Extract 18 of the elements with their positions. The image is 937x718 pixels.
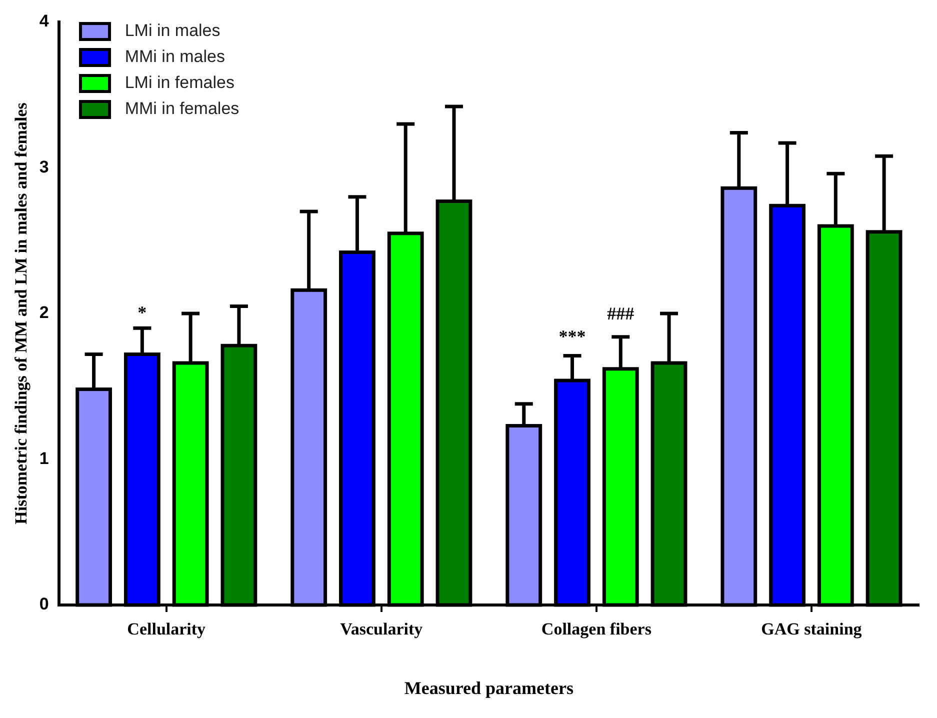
y-tick-label: 4 [39,12,50,31]
x-axis-title: Measured parameters [404,678,574,698]
x-tick-label: Collagen fibers [541,620,652,639]
annotation: ### [607,303,634,324]
legend-label: MMi in females [124,99,240,119]
legend-label: LMi in males [124,21,220,41]
y-tick-label: 2 [39,303,49,322]
legend-label: LMi in females [124,73,234,93]
legend-label: MMi in males [124,47,225,67]
x-tick-label: Vascularity [340,620,424,639]
y-axis-title: Histometric findings of MM and LM in males and females [12,102,31,524]
annotation: *** [558,326,586,346]
x-tick-label: GAG staining [761,620,862,639]
y-tick-label: 1 [39,448,49,468]
y-tick-label: 0 [39,594,49,614]
annotation: * [138,302,147,323]
x-tick-label: Cellularity [127,620,206,639]
y-tick-label: 3 [39,157,49,176]
